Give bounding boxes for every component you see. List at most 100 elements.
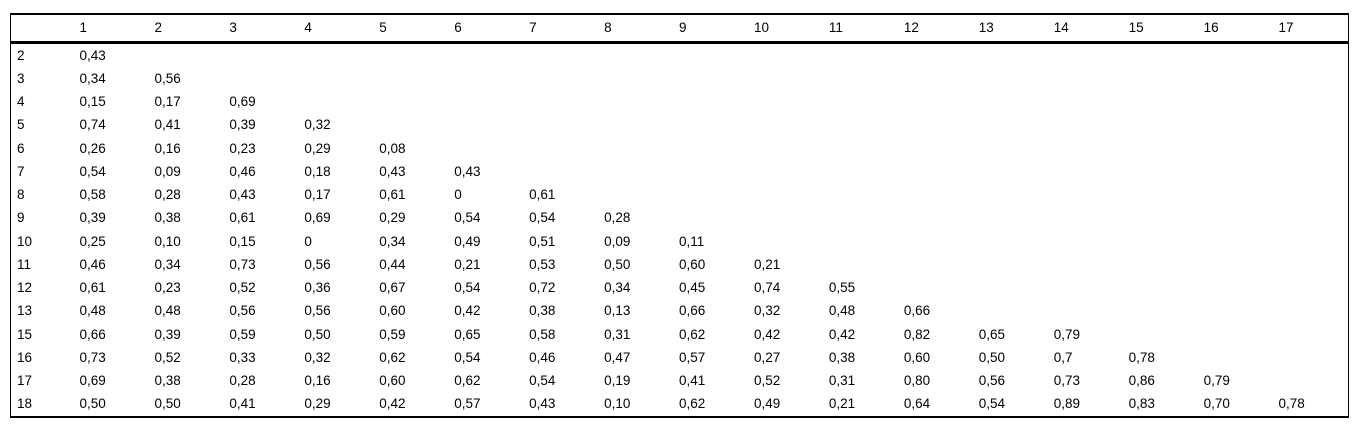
- empty-cell: [899, 90, 974, 113]
- value-cell: 0,34: [79, 70, 106, 86]
- value-cell: 0,54: [529, 373, 556, 389]
- value-cell: 0,36: [304, 280, 331, 296]
- value-cell: 0,66: [903, 303, 931, 319]
- empty-cell: [749, 137, 824, 160]
- empty-cell: [749, 42, 824, 67]
- empty-cell: [599, 67, 674, 90]
- value-cell: 0,83: [1128, 396, 1155, 412]
- empty-cell: [899, 206, 974, 229]
- value-cell: 0,61: [79, 280, 106, 296]
- empty-cell: [824, 90, 899, 113]
- empty-cell: [1124, 183, 1199, 206]
- value-cell: 0,56: [304, 303, 331, 319]
- column-header-3: 3: [224, 14, 300, 44]
- value-cell: 0,09: [604, 233, 631, 249]
- table-row-2: 2 0,43: [11, 42, 1349, 67]
- empty-cell: [974, 90, 1049, 113]
- value-cell: 0,60: [903, 349, 931, 365]
- empty-cell: [1199, 346, 1274, 369]
- empty-cell: [899, 230, 974, 253]
- empty-cell: [1274, 299, 1349, 322]
- column-header-15: 15: [1123, 14, 1199, 44]
- empty-cell: [974, 206, 1049, 229]
- value-cell: 0,13: [604, 303, 631, 319]
- value-cell: 0,56: [154, 70, 181, 86]
- empty-cell: [749, 90, 824, 113]
- value-cell: 0,43: [229, 187, 256, 203]
- empty-cell: [1199, 206, 1274, 229]
- empty-cell: [1274, 113, 1349, 136]
- value-cell: 0,48: [154, 303, 181, 319]
- header-row: 1 2 3 4 5 6 7 8 9 10 11 12 13 14 15 16 17: [10, 14, 1349, 44]
- empty-cell: [1199, 42, 1274, 67]
- value-cell: 0,48: [828, 303, 856, 319]
- value-cell: 0,72: [529, 280, 556, 296]
- empty-cell: [749, 160, 824, 183]
- empty-cell: [599, 90, 674, 113]
- empty-cell: [974, 42, 1049, 67]
- empty-cell: [449, 67, 524, 90]
- value-cell: 0,32: [753, 303, 781, 319]
- table-row-12: 12 0,61 0,23 0,52 0,36 0,67 0,54 0,72 0,34 0,45 0,…: [11, 276, 1349, 299]
- empty-cell: [1274, 323, 1349, 346]
- value-cell: 0,46: [529, 349, 556, 365]
- empty-cell: [524, 113, 599, 136]
- empty-cell: [749, 67, 824, 90]
- empty-cell: [899, 183, 974, 206]
- value-cell: 0,86: [1128, 373, 1155, 389]
- empty-cell: [1274, 369, 1349, 392]
- value-cell: 0,55: [828, 280, 856, 296]
- value-cell: 0,66: [679, 303, 706, 319]
- value-cell: 0,23: [154, 280, 181, 296]
- empty-cell: [1049, 42, 1124, 67]
- value-cell: 0,54: [454, 210, 481, 226]
- empty-cell: [899, 113, 974, 136]
- value-cell: 0,50: [79, 396, 106, 412]
- value-cell: 0,11: [679, 233, 705, 249]
- empty-cell: [674, 137, 749, 160]
- value-cell: 0,44: [379, 256, 406, 272]
- value-cell: 0,78: [1278, 396, 1305, 412]
- empty-cell: [1049, 90, 1124, 113]
- value-cell: 0,33: [229, 349, 256, 365]
- value-cell: 0,60: [679, 256, 706, 272]
- column-header-12: 12: [898, 14, 974, 44]
- value-cell: 0,66: [79, 326, 106, 342]
- empty-cell: [1124, 160, 1199, 183]
- value-cell: 0,34: [379, 233, 406, 249]
- empty-cell: [1274, 346, 1349, 369]
- value-cell: 0,28: [154, 187, 181, 203]
- value-cell: 0,32: [304, 349, 331, 365]
- empty-cell: [1124, 67, 1199, 90]
- table-body: 2 0,43 3 0,34 0,56 4 0,15 0,17 0,69 5 0,74 0,41 0,39…: [11, 42, 1349, 417]
- value-cell: 0,43: [379, 163, 406, 179]
- empty-cell: [1124, 299, 1199, 322]
- value-cell: 0,54: [529, 210, 556, 226]
- row-label: 10: [17, 233, 33, 249]
- table-row-17: 17 0,69 0,38 0,28 0,16 0,60 0,62 0,54 0,19 0,41 0,…: [11, 369, 1349, 392]
- empty-cell: [974, 230, 1049, 253]
- value-cell: 0,47: [604, 349, 631, 365]
- value-cell: 0: [304, 233, 312, 249]
- empty-cell: [374, 113, 449, 136]
- value-cell: 0,17: [304, 187, 331, 203]
- empty-cell: [824, 206, 899, 229]
- value-cell: 0,48: [79, 303, 106, 319]
- empty-cell: [299, 42, 374, 67]
- value-cell: 0,42: [828, 326, 856, 342]
- empty-cell: [1274, 160, 1349, 183]
- row-label: 5: [17, 117, 25, 133]
- value-cell: 0,54: [454, 280, 481, 296]
- value-cell: 0,45: [679, 280, 706, 296]
- value-cell: 0,54: [454, 349, 481, 365]
- empty-cell: [824, 160, 899, 183]
- empty-cell: [374, 67, 449, 90]
- empty-cell: [524, 137, 599, 160]
- empty-cell: [599, 160, 674, 183]
- value-cell: 0,79: [1203, 373, 1230, 389]
- empty-cell: [1274, 42, 1349, 67]
- value-cell: 0,34: [154, 256, 181, 272]
- value-cell: 0,60: [379, 373, 406, 389]
- value-cell: 0,46: [79, 256, 106, 272]
- value-cell: 0,69: [304, 210, 331, 226]
